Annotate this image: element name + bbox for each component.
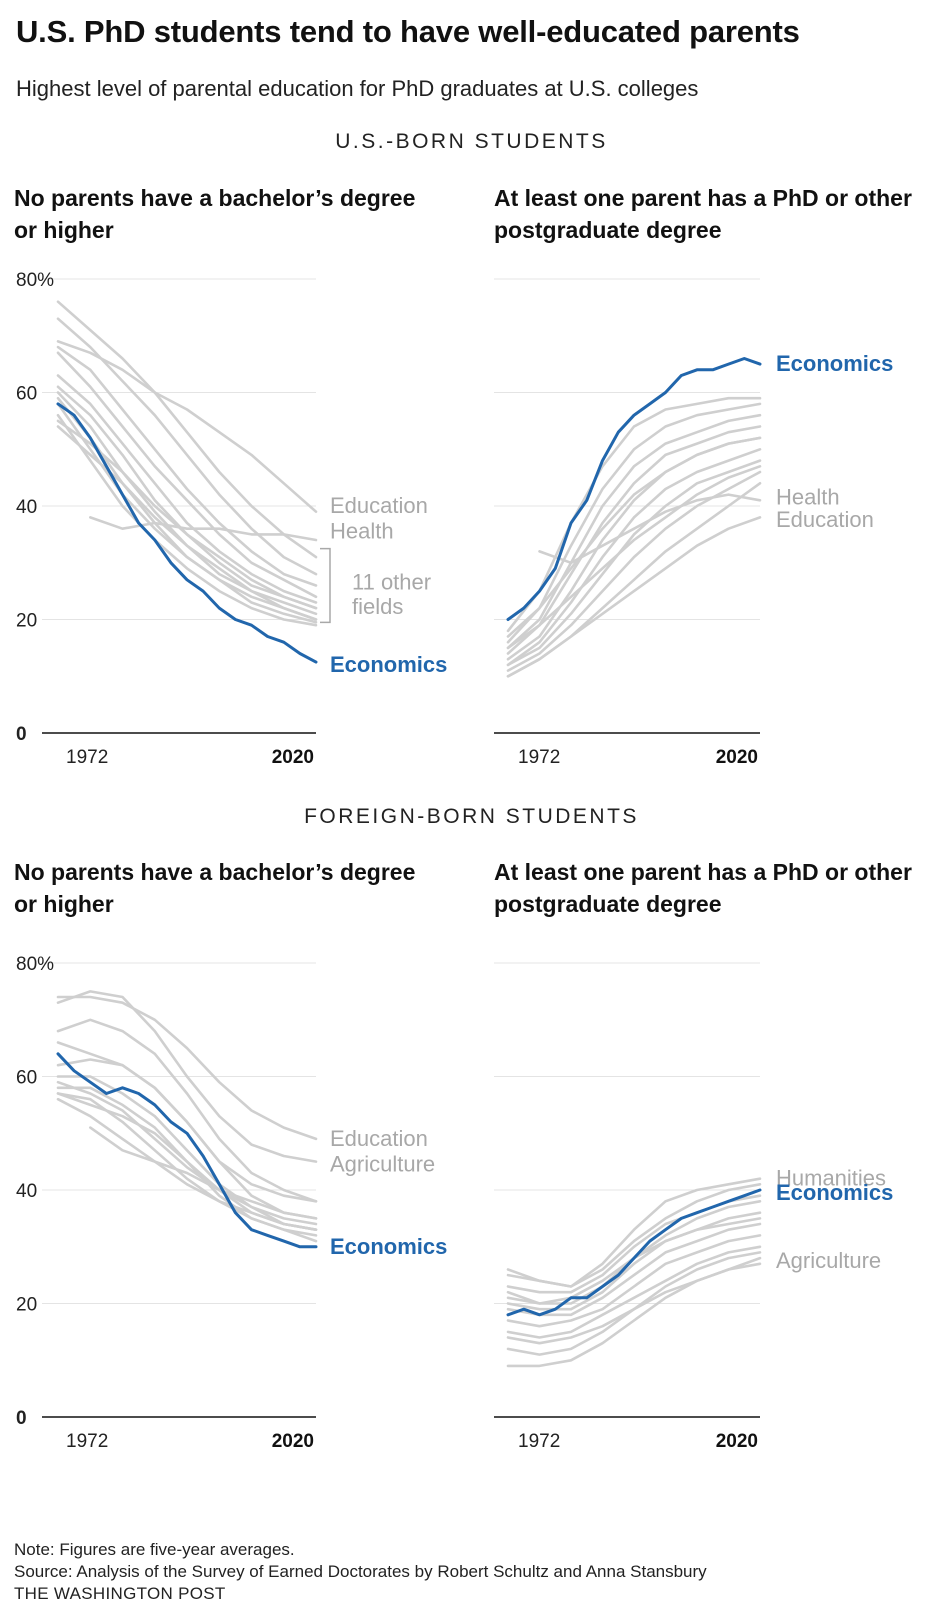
series-line	[56, 425, 318, 621]
y-tick-label: 40	[16, 1181, 37, 1202]
series-line	[506, 425, 762, 655]
bracket-label: fields	[352, 594, 403, 619]
series-line	[89, 516, 318, 542]
footnote: Note: Figures are five-year averages.	[14, 1540, 295, 1559]
series-line	[506, 1234, 762, 1328]
x-tick-label: 2020	[716, 747, 758, 768]
series-line	[56, 300, 318, 559]
series-line	[506, 1183, 762, 1288]
subhead: Highest level of parental education for …	[16, 76, 699, 101]
panel-title-fb-postgrad: At least one parent has a PhD or other p…	[494, 859, 912, 917]
series-line	[56, 345, 318, 587]
series-line	[506, 459, 762, 667]
series-line	[506, 402, 762, 644]
y-tick-label: 0	[16, 1408, 27, 1429]
series-line	[506, 396, 762, 633]
series-line	[506, 470, 762, 672]
series-line	[56, 1058, 318, 1220]
series-line	[506, 1245, 762, 1339]
series-line	[56, 1075, 318, 1231]
x-tick-label: 2020	[272, 747, 314, 768]
series-label: Agriculture	[776, 1248, 881, 1273]
x-tick-label: 2020	[716, 1431, 758, 1452]
series-label: Economics	[330, 652, 447, 677]
series-line	[56, 351, 318, 599]
series-line	[56, 1097, 318, 1231]
series-line	[506, 1256, 762, 1368]
y-tick-label: 20	[16, 1295, 37, 1316]
series-line-economics	[506, 357, 762, 621]
headline: U.S. PhD students tend to have well-educ…	[16, 14, 800, 49]
y-tick-label: 60	[16, 384, 37, 405]
series-line	[506, 436, 762, 661]
section-title-foreign-born: FOREIGN-BORN STUDENTS	[304, 805, 639, 828]
panel-title-us-postgrad: At least one parent has a PhD or other p…	[494, 185, 912, 243]
credit-line: THE WASHINGTON POST	[14, 1584, 226, 1603]
y-tick-label: 20	[16, 611, 37, 632]
x-tick-label: 1972	[66, 747, 108, 768]
series-line	[506, 448, 762, 667]
series-line	[56, 413, 318, 627]
series-line	[506, 1222, 762, 1317]
y-tick-label: 40	[16, 497, 37, 518]
y-tick-label: 80%	[16, 954, 54, 975]
series-label: Humanities	[776, 1166, 886, 1191]
series-line	[56, 1080, 318, 1226]
series-line	[506, 1200, 762, 1305]
bracket	[320, 547, 331, 624]
y-tick-label: 0	[16, 724, 27, 745]
series-line	[56, 374, 318, 604]
series-label: Education	[776, 507, 874, 532]
series-line	[56, 1092, 318, 1243]
series-label: Health	[776, 484, 840, 509]
series-line-economics	[56, 402, 318, 664]
series-line	[56, 419, 318, 610]
series-line	[56, 990, 318, 1163]
series-line	[89, 1126, 318, 1220]
bracket-label: 11 other	[352, 570, 431, 595]
x-tick-label: 1972	[66, 1431, 108, 1452]
series-line	[56, 340, 318, 513]
panel-title-fb-no-bachelors: No parents have a bachelor’s degree or h…	[14, 859, 416, 917]
series-line-economics	[506, 1188, 762, 1317]
series-line	[506, 436, 762, 638]
series-label: Economics	[776, 351, 893, 376]
series-line	[56, 317, 318, 576]
source-line: Source: Analysis of the Survey of Earned…	[14, 1562, 707, 1581]
series-label: Economics	[776, 1180, 893, 1205]
series-line	[56, 995, 318, 1141]
series-label: Agriculture	[330, 1151, 435, 1176]
x-tick-label: 1972	[518, 747, 560, 768]
x-tick-label: 2020	[272, 1431, 314, 1452]
series-line	[506, 465, 762, 650]
series-line	[506, 482, 762, 678]
series-line	[506, 413, 762, 650]
y-tick-label: 80%	[16, 270, 54, 291]
series-label: Economics	[330, 1234, 447, 1259]
series-label: Education	[330, 1126, 428, 1151]
x-tick-label: 1972	[518, 1431, 560, 1452]
series-label: Health	[330, 519, 394, 544]
series-line	[56, 1018, 318, 1203]
series-line	[56, 1092, 318, 1237]
section-title-us-born: U.S.-BORN STUDENTS	[335, 130, 608, 153]
series-line	[506, 1251, 762, 1356]
series-line	[506, 1211, 762, 1311]
series-line	[56, 385, 318, 610]
series-label: Education	[330, 493, 428, 518]
panel-title-us-no-bachelors: No parents have a bachelor’s degree or h…	[14, 185, 416, 243]
y-tick-label: 60	[16, 1068, 37, 1089]
series-line-economics	[56, 1052, 318, 1249]
